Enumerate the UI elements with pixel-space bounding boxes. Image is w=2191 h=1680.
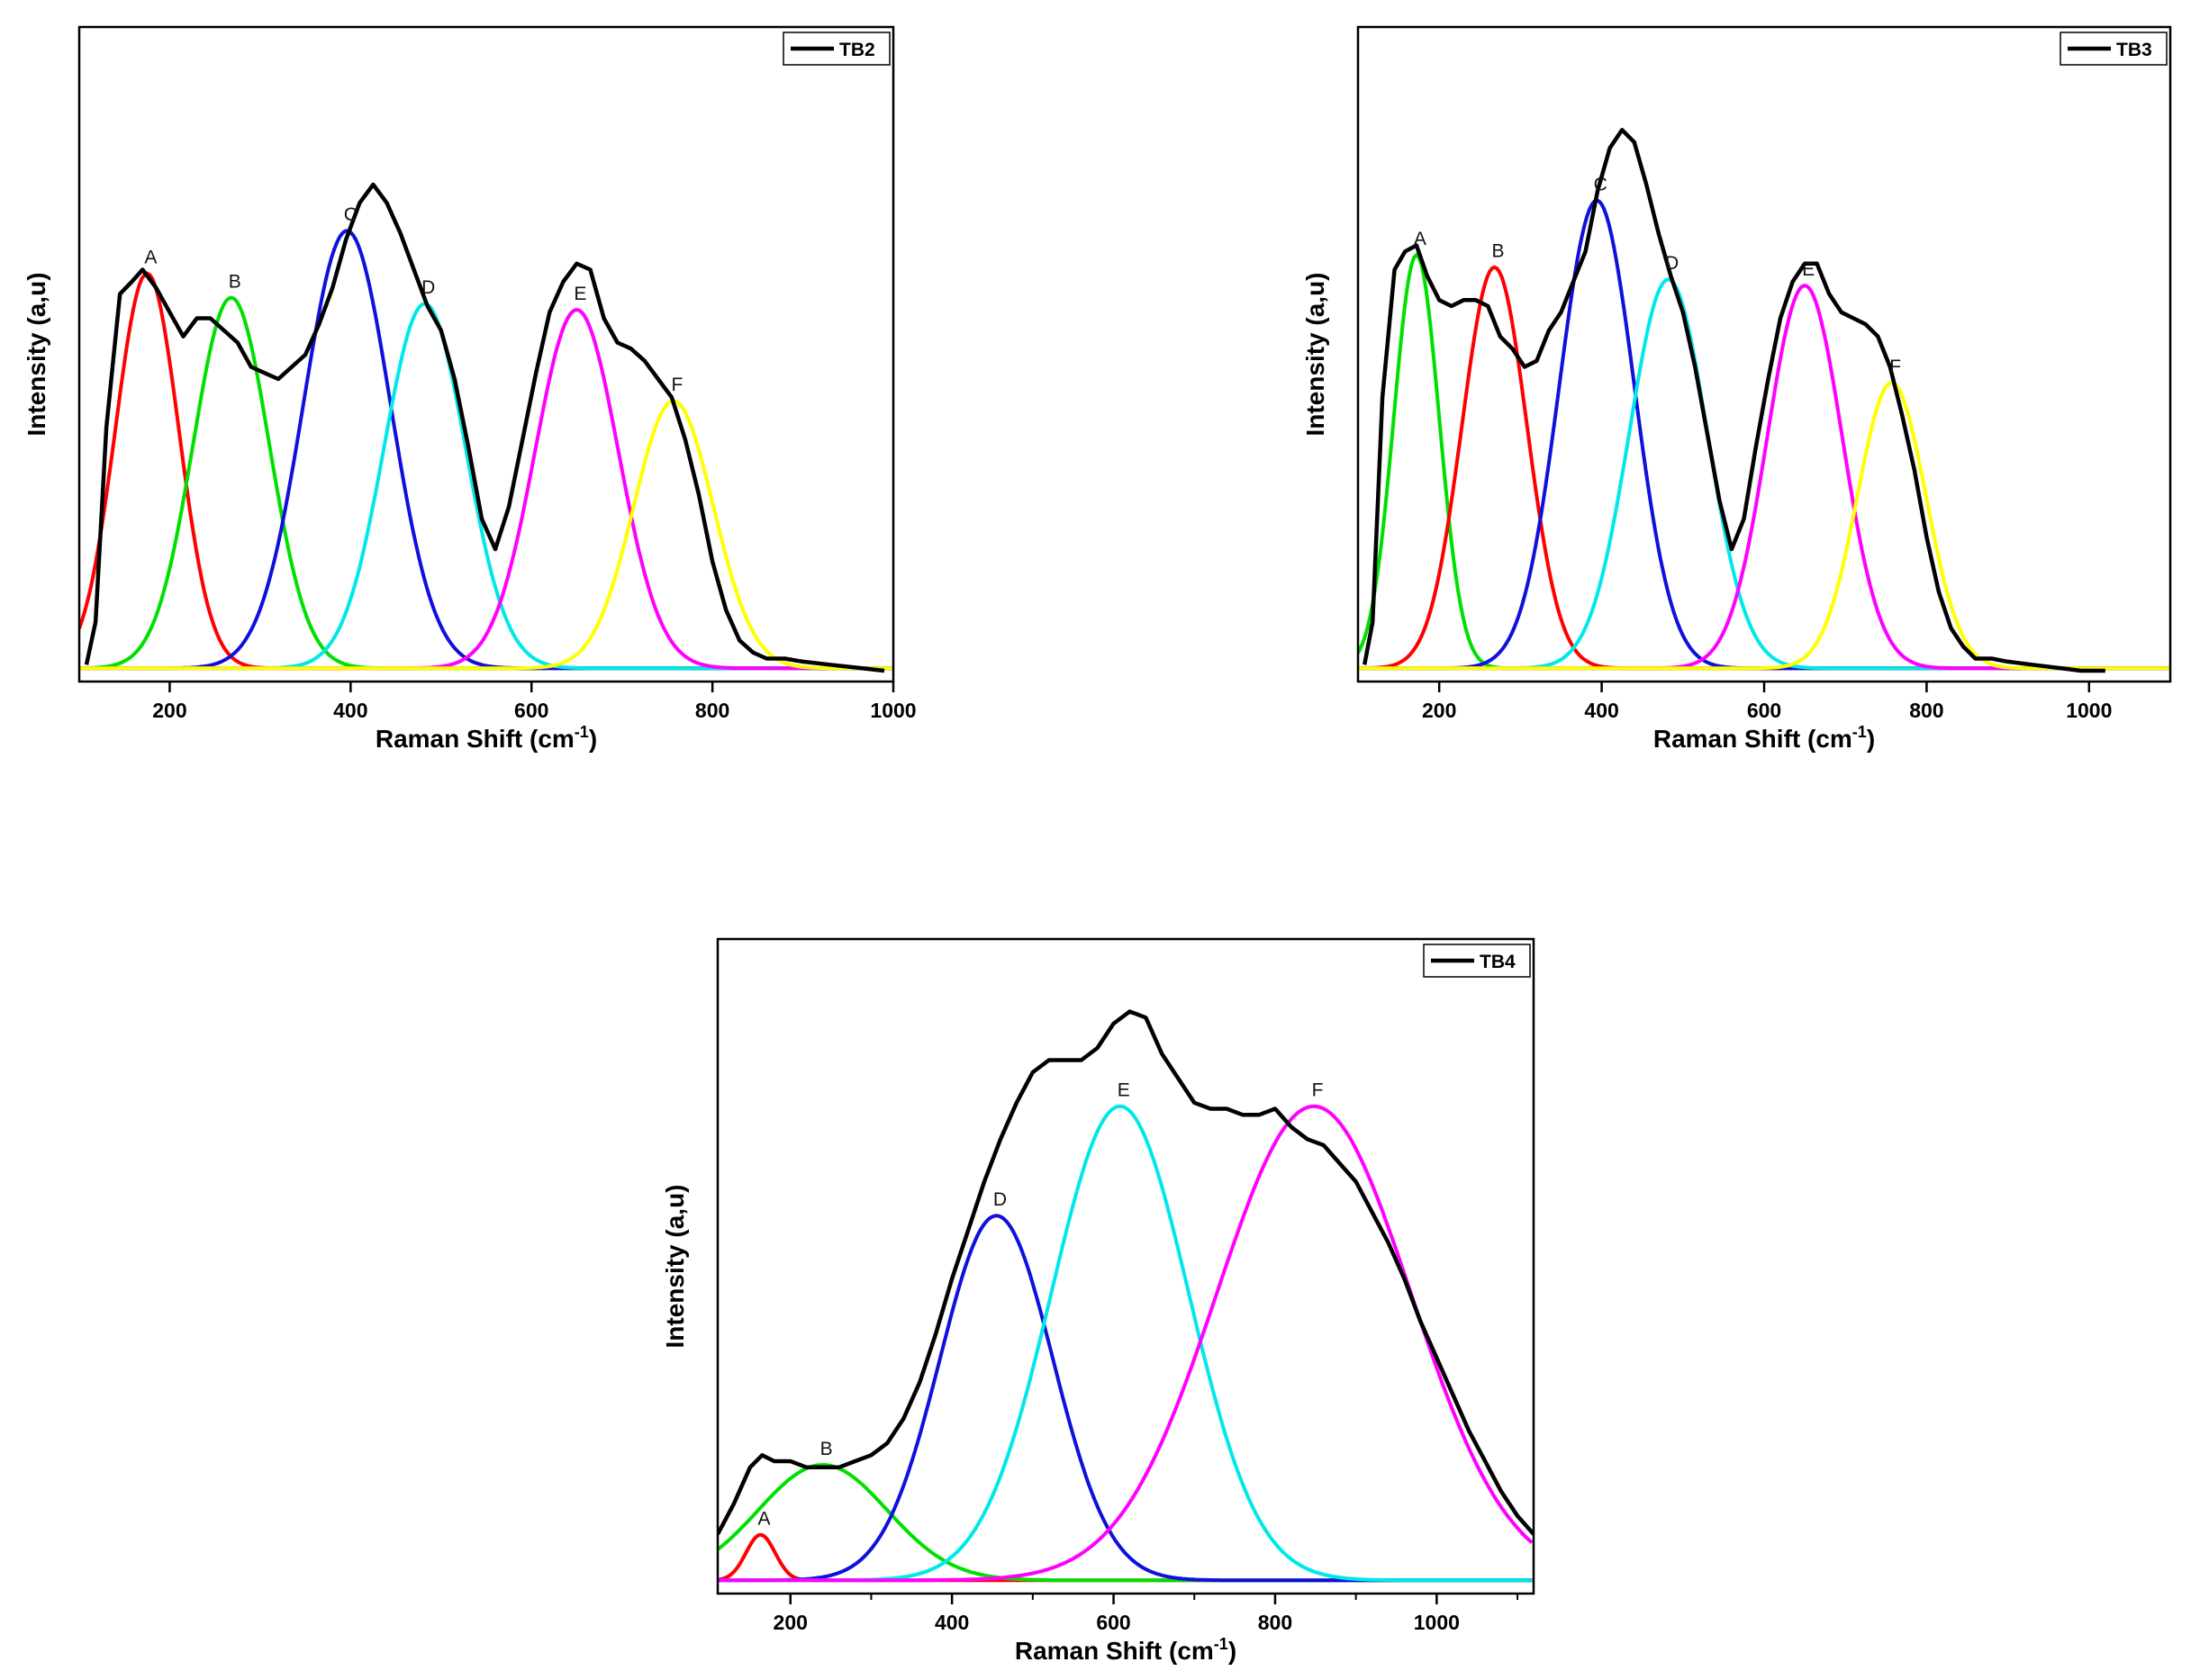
peak-label-e: E [1118, 1080, 1130, 1101]
x-axis-label: Raman Shift (cm-1) [1015, 1635, 1236, 1665]
peak-curve-c [79, 229, 893, 671]
x-axis-label-superscript: -1 [1852, 723, 1867, 741]
x-axis-label-close: ) [1867, 725, 1875, 753]
peak-label-a: A [144, 247, 157, 267]
x-tick-label: 200 [152, 699, 186, 722]
peak-label-d: D [1665, 253, 1679, 274]
legend-label: TB3 [2116, 40, 2152, 60]
peak-label-d: D [421, 277, 435, 298]
peak-curve-a [79, 271, 893, 671]
peak-label-f: F [1312, 1080, 1324, 1101]
peak-label-d: D [993, 1189, 1007, 1210]
peak-curve-f [1358, 381, 2170, 671]
x-axis-label-close: ) [1228, 1637, 1236, 1665]
y-axis-label: Intensity (a,u) [23, 272, 50, 436]
peak-curve-f [79, 399, 893, 671]
x-tick-label: 1000 [870, 699, 916, 722]
x-axis-label-superscript: -1 [1214, 1635, 1228, 1653]
peak-label-b: B [1492, 241, 1505, 262]
peak-curve-d [718, 1214, 1533, 1583]
peak-curve-e [1358, 284, 2170, 671]
x-tick-label: 800 [695, 699, 729, 722]
x-axis-label: Raman Shift (cm-1) [1653, 723, 1875, 753]
peak-curve-e [79, 308, 893, 671]
peak-label-e: E [1802, 259, 1815, 280]
plot-frame [716, 937, 1535, 1595]
peak-curve-b [718, 1463, 1533, 1583]
x-tick-label: 1000 [2066, 699, 2112, 722]
x-tick-label: 400 [333, 699, 367, 722]
x-tick-label: 800 [1909, 699, 1943, 722]
peak-label-f: F [1889, 357, 1901, 377]
x-tick-label: 400 [1584, 699, 1618, 722]
peak-curve-d [79, 302, 893, 671]
x-tick-label: 600 [514, 699, 548, 722]
peak-label-b: B [820, 1439, 833, 1459]
plot-frame [1356, 25, 2172, 683]
peak-label-a: A [1414, 229, 1426, 249]
peak-label-c: C [1594, 174, 1607, 194]
x-tick-label: 600 [1747, 699, 1781, 722]
plot-frame [77, 25, 895, 683]
peak-curve-c [1358, 198, 2170, 671]
peak-curve-b [79, 295, 893, 671]
legend: TB3 [2060, 32, 2168, 66]
x-axis-label-superscript: -1 [575, 723, 589, 741]
measured-spectrum-line [718, 1009, 1534, 1536]
x-axis-label-text: Raman Shift (cm [1015, 1637, 1214, 1665]
x-tick-label: 800 [1258, 1611, 1292, 1634]
legend: TB4 [1423, 944, 1531, 978]
x-tick-label: 200 [1422, 699, 1456, 722]
x-axis-label-text: Raman Shift (cm [1653, 725, 1852, 753]
legend-label: TB2 [839, 40, 875, 60]
legend: TB2 [783, 32, 891, 66]
peak-label-b: B [229, 271, 241, 292]
peak-label-a: A [758, 1508, 771, 1529]
peak-label-e: E [574, 284, 586, 304]
x-axis-label-close: ) [589, 725, 597, 753]
panel-tb3: A B C D E F 200 400 600 800 1000 Raman Shift (cm-1)… [1301, 25, 2172, 753]
panel-tb4: A B D E F 200 400 600 800 1000 Raman Shift (cm-1) I… [661, 937, 1535, 1665]
peak-label-c: C [344, 204, 358, 225]
y-axis-label: Intensity (a,u) [661, 1184, 689, 1348]
measured-spectrum-line [1362, 128, 2105, 673]
x-tick-label: 600 [1096, 1611, 1130, 1634]
measured-spectrum-line [84, 182, 885, 673]
peak-label-f: F [672, 375, 684, 395]
x-axis-label-text: Raman Shift (cm [376, 725, 575, 753]
legend-label: TB4 [1480, 952, 1516, 972]
peak-curve-f [718, 1104, 1534, 1583]
x-tick-label: 1000 [1414, 1611, 1460, 1634]
x-axis-label: Raman Shift (cm-1) [376, 723, 597, 753]
x-tick-label: 400 [935, 1611, 969, 1634]
y-axis-label: Intensity (a,u) [1301, 272, 1329, 436]
x-tick-label: 200 [774, 1611, 808, 1634]
peak-curve-d [1358, 277, 2170, 671]
panel-tb2: A B C D E F 200 400 600 800 1000 Raman Shift (cm-1)… [23, 25, 917, 753]
